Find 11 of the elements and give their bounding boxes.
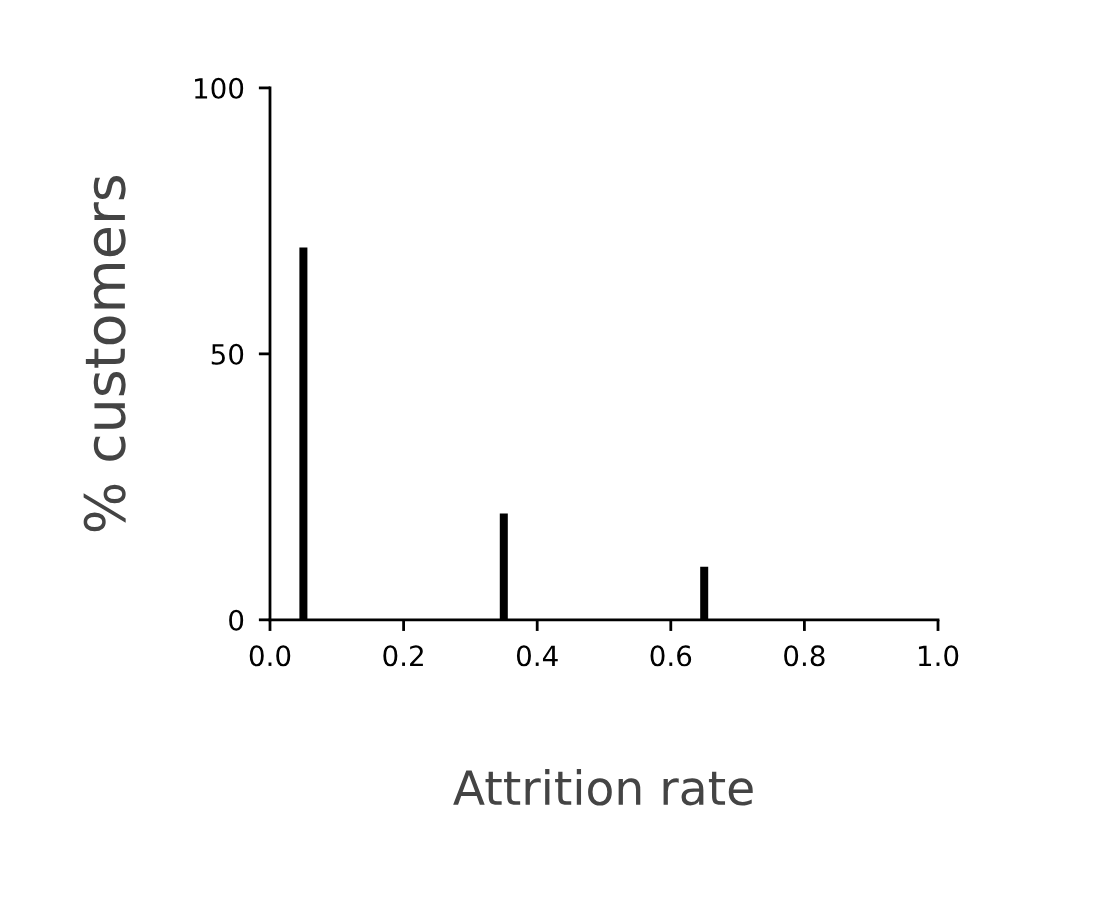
x-tick-label: 1.0: [918, 645, 959, 667]
x-tick-label: 0.4: [516, 645, 558, 667]
y-tick-label: 0: [229, 609, 244, 631]
x-tick-label: 0.8: [784, 645, 825, 667]
y-tick-label: 100: [195, 77, 244, 99]
x-axis-title: Attrition rate: [453, 768, 753, 806]
x-tick-label: 0.2: [383, 645, 423, 667]
y-axis-title: % customers: [83, 176, 126, 532]
x-tick-label: 0.6: [650, 645, 692, 667]
y-tick-label: 50: [211, 343, 244, 365]
x-tick-label: 0.0: [249, 645, 291, 667]
